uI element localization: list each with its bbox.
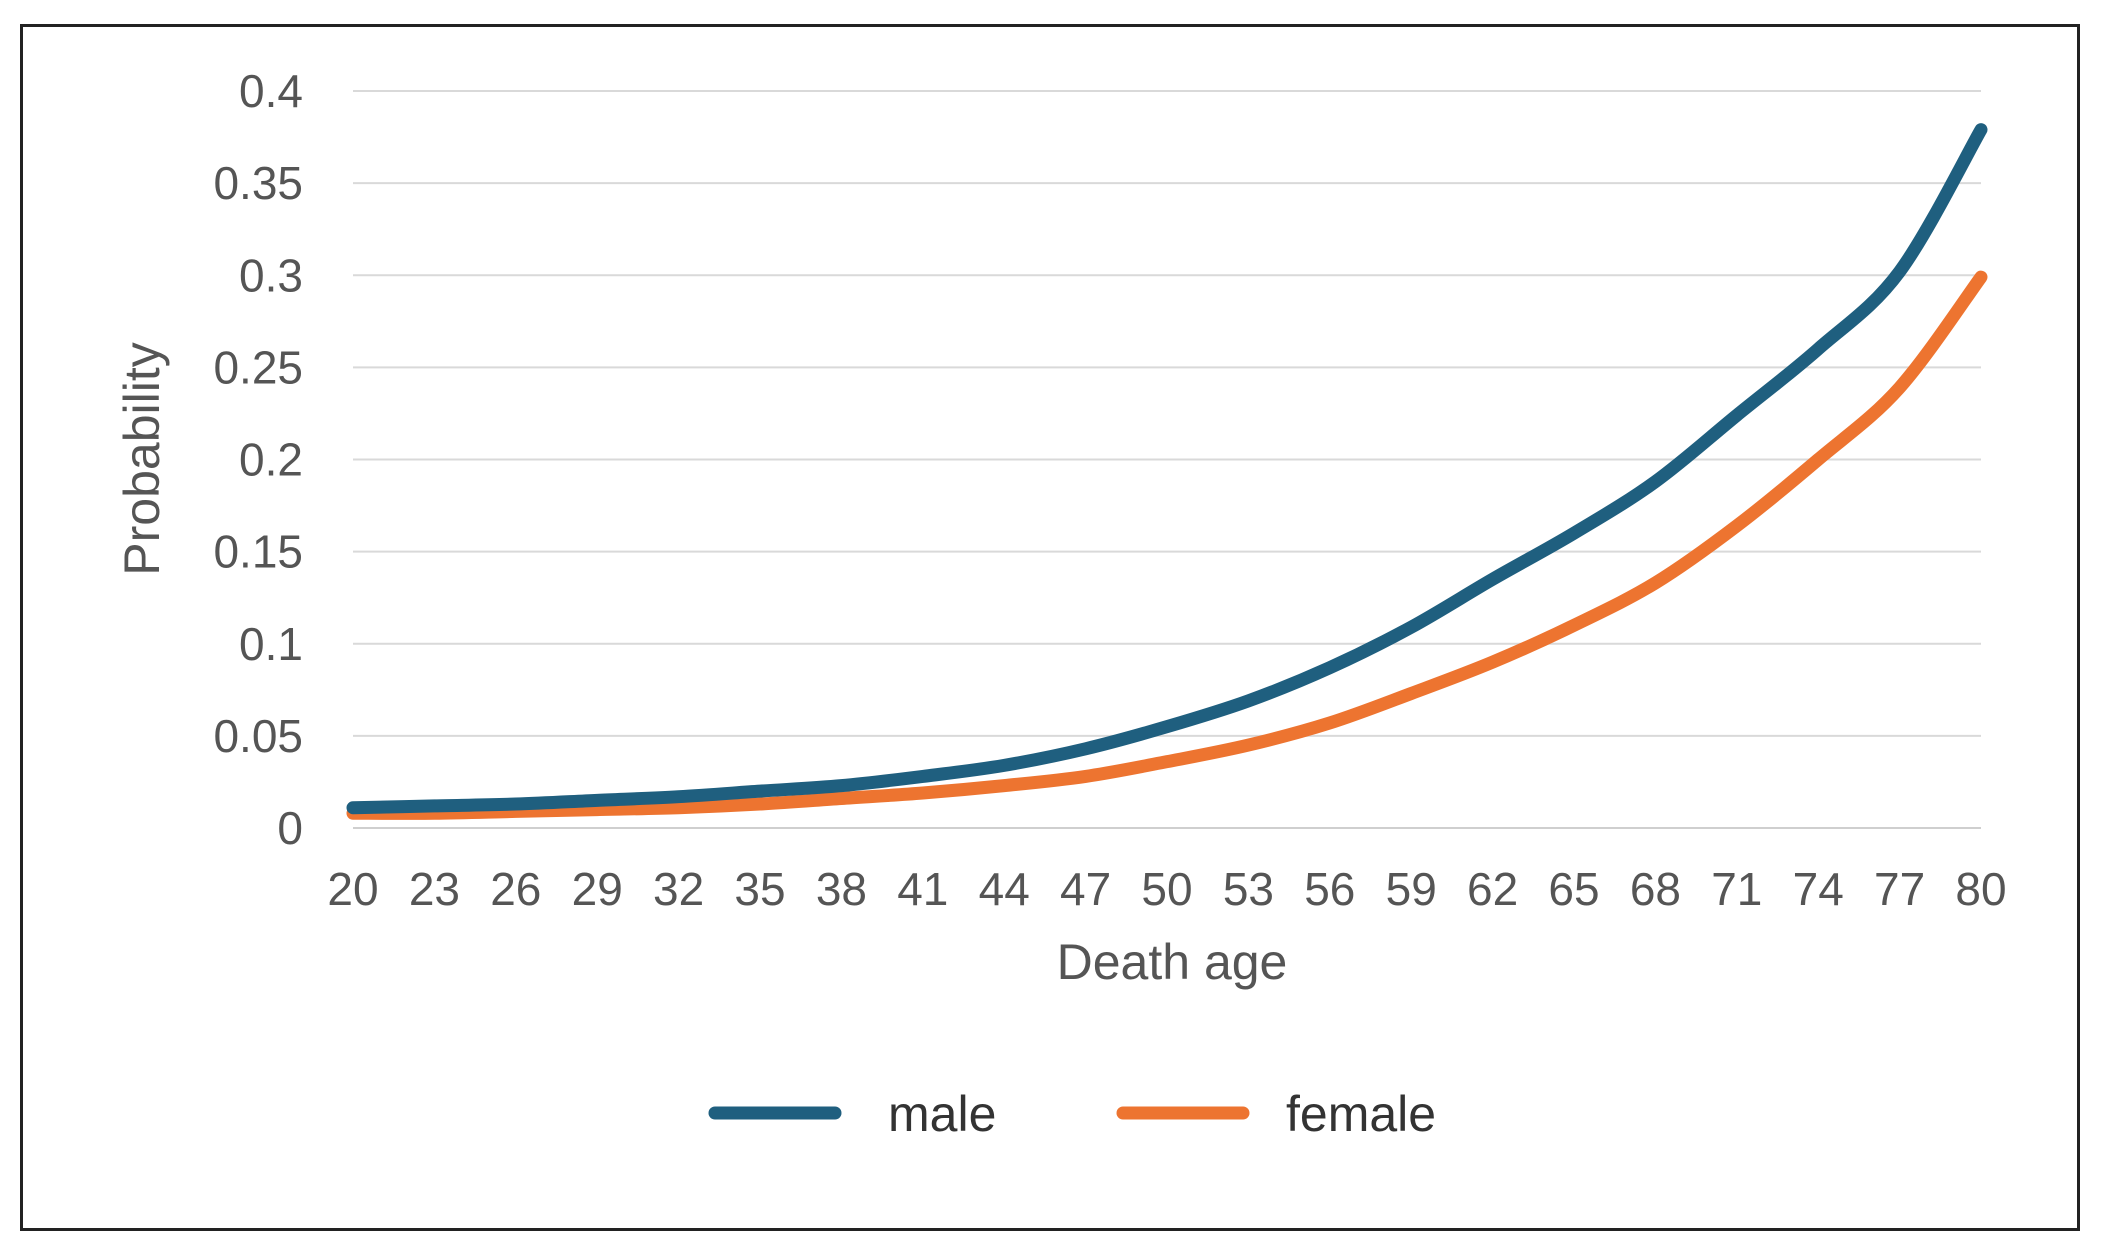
x-tick-label: 62 [1467,863,1518,915]
x-tick-label: 47 [1060,863,1111,915]
x-tick-label: 80 [1955,863,2006,915]
x-tick-label: 77 [1874,863,1925,915]
x-tick-label: 65 [1548,863,1599,915]
x-tick-label: 50 [1141,863,1192,915]
y-axis-ticks: 0 0.05 0.1 0.15 0.2 0.25 0.3 0.35 0.4 [213,65,303,854]
x-tick-label: 23 [409,863,460,915]
y-tick-label: 0.2 [239,434,303,486]
y-tick-label: 0.15 [213,526,303,578]
x-tick-label: 44 [979,863,1030,915]
x-tick-label: 29 [572,863,623,915]
x-tick-label: 56 [1304,863,1355,915]
x-tick-label: 41 [897,863,948,915]
y-tick-label: 0.25 [213,341,303,393]
chart-frame: 0 0.05 0.1 0.15 0.2 0.25 0.3 0.35 0.4 20 23 26 29 32… [20,24,2080,1231]
x-tick-label: 53 [1223,863,1274,915]
x-tick-label: 32 [653,863,704,915]
legend-label-female: female [1286,1086,1436,1142]
y-tick-label: 0.1 [239,618,303,670]
legend-label-male: male [888,1086,996,1142]
y-tick-label: 0.3 [239,249,303,301]
y-tick-label: 0 [277,802,303,854]
y-axis-label: Probability [114,342,170,575]
x-tick-label: 26 [490,863,541,915]
series-line-female [346,270,1988,820]
x-tick-label: 35 [734,863,785,915]
x-tick-label: 71 [1711,863,1762,915]
x-axis-ticks: 20 23 26 29 32 35 38 41 44 47 50 53 56 59 62 65 68 71 74 77… [327,863,2006,915]
legend: male female [708,1086,1436,1142]
x-tick-label: 74 [1793,863,1844,915]
x-tick-label: 20 [327,863,378,915]
y-tick-label: 0.4 [239,65,303,117]
x-axis-label: Death age [1057,934,1288,990]
y-tick-label: 0.05 [213,710,303,762]
x-tick-label: 38 [816,863,867,915]
x-tick-label: 68 [1630,863,1681,915]
line-chart: 0 0.05 0.1 0.15 0.2 0.25 0.3 0.35 0.4 20 23 26 29 32… [114,65,2007,1142]
series-lines [346,123,1988,820]
gridlines [353,90,1981,829]
x-tick-label: 59 [1386,863,1437,915]
y-tick-label: 0.35 [213,157,303,209]
series-line-male [346,123,1988,815]
